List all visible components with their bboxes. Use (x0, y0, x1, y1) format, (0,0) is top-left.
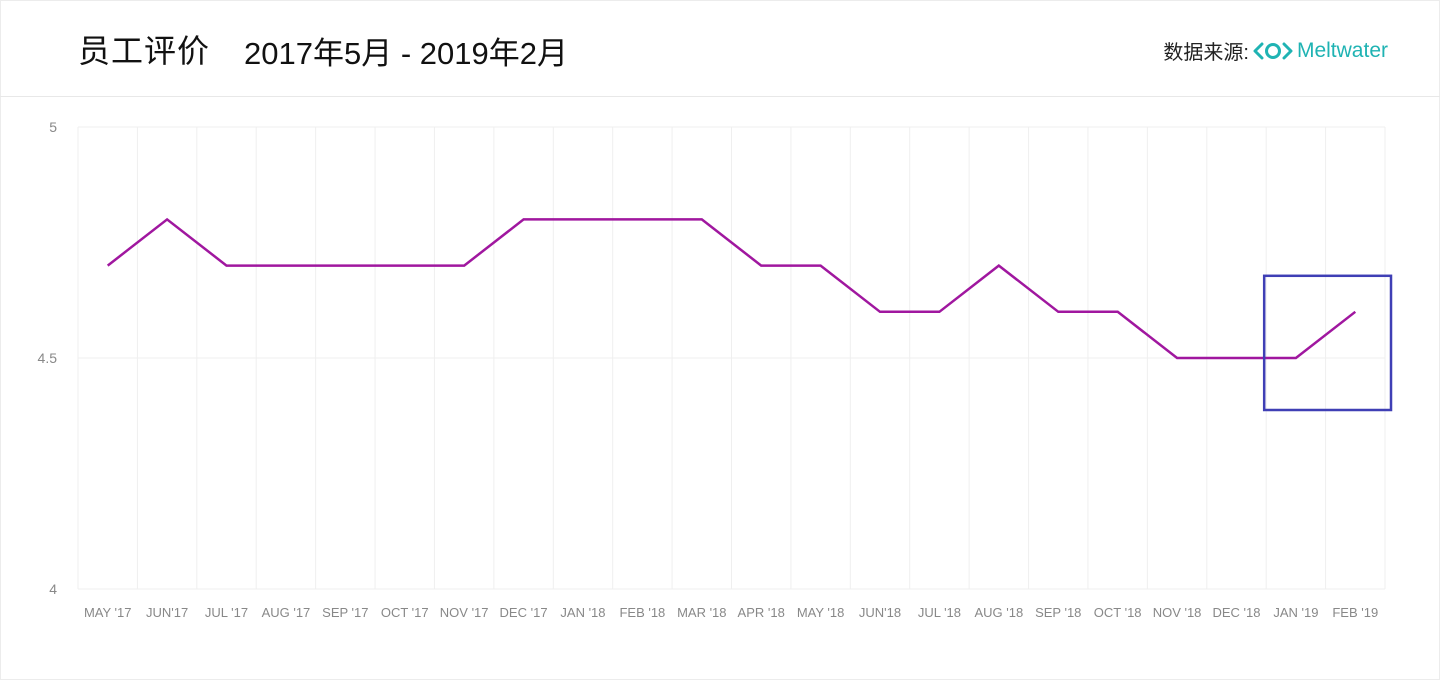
data-source: 数据来源: Meltwater (1163, 36, 1388, 65)
x-tick-label: FEB '18 (619, 605, 665, 620)
highlight-box (1262, 274, 1393, 412)
x-tick-label: DEC '17 (500, 605, 548, 620)
y-tick-label: 4 (49, 581, 57, 597)
x-tick-label: JUL '17 (205, 605, 248, 620)
x-tick-label: APR '18 (738, 605, 785, 620)
y-axis-ticks: 44.55 (38, 119, 58, 597)
brand-name: Meltwater (1296, 38, 1388, 62)
x-tick-label: FEB '19 (1332, 605, 1378, 620)
x-tick-label: JUN'17 (146, 605, 188, 620)
x-tick-label: SEP '18 (1035, 605, 1081, 620)
chart-title: 员工评价 (78, 33, 211, 69)
x-tick-label: AUG '17 (262, 605, 311, 620)
date-range: 2017年5月 - 2019年2月 (244, 36, 568, 71)
x-tick-label: MAY '18 (797, 605, 845, 620)
x-tick-label: MAR '18 (677, 605, 726, 620)
x-tick-label: OCT '17 (381, 605, 429, 620)
meltwater-logo: Meltwater (1253, 39, 1388, 63)
x-tick-label: OCT '18 (1094, 605, 1142, 620)
x-tick-label: DEC '18 (1212, 605, 1260, 620)
x-tick-label: JAN '18 (560, 605, 605, 620)
x-tick-label: AUG '18 (974, 605, 1023, 620)
x-tick-label: SEP '17 (322, 605, 368, 620)
series-layer (106, 217, 1357, 360)
x-tick-label: MAY '17 (84, 605, 132, 620)
y-tick-label: 5 (49, 119, 57, 135)
x-tick-label: JAN '19 (1273, 605, 1318, 620)
meltwater-eye-icon (1253, 42, 1293, 59)
series-line (106, 217, 1357, 360)
x-tick-label: NOV '18 (1153, 605, 1202, 620)
x-axis-ticks: MAY '17 JUN'17 JUL '17 AUG '17 SEP '17 OCT '1… (84, 605, 1378, 620)
x-tick-label: NOV '17 (440, 605, 489, 620)
header: 员工评价 2017年5月 - 2019年2月 数据来源: Meltwater (0, 0, 1440, 97)
source-label: 数据来源: (1163, 42, 1249, 64)
x-tick-label: JUL '18 (918, 605, 961, 620)
x-tick-label: JUN'18 (859, 605, 901, 620)
y-tick-label: 4.5 (38, 350, 58, 366)
highlight-layer (1262, 274, 1393, 412)
horizontal-gridlines (78, 126, 1385, 590)
